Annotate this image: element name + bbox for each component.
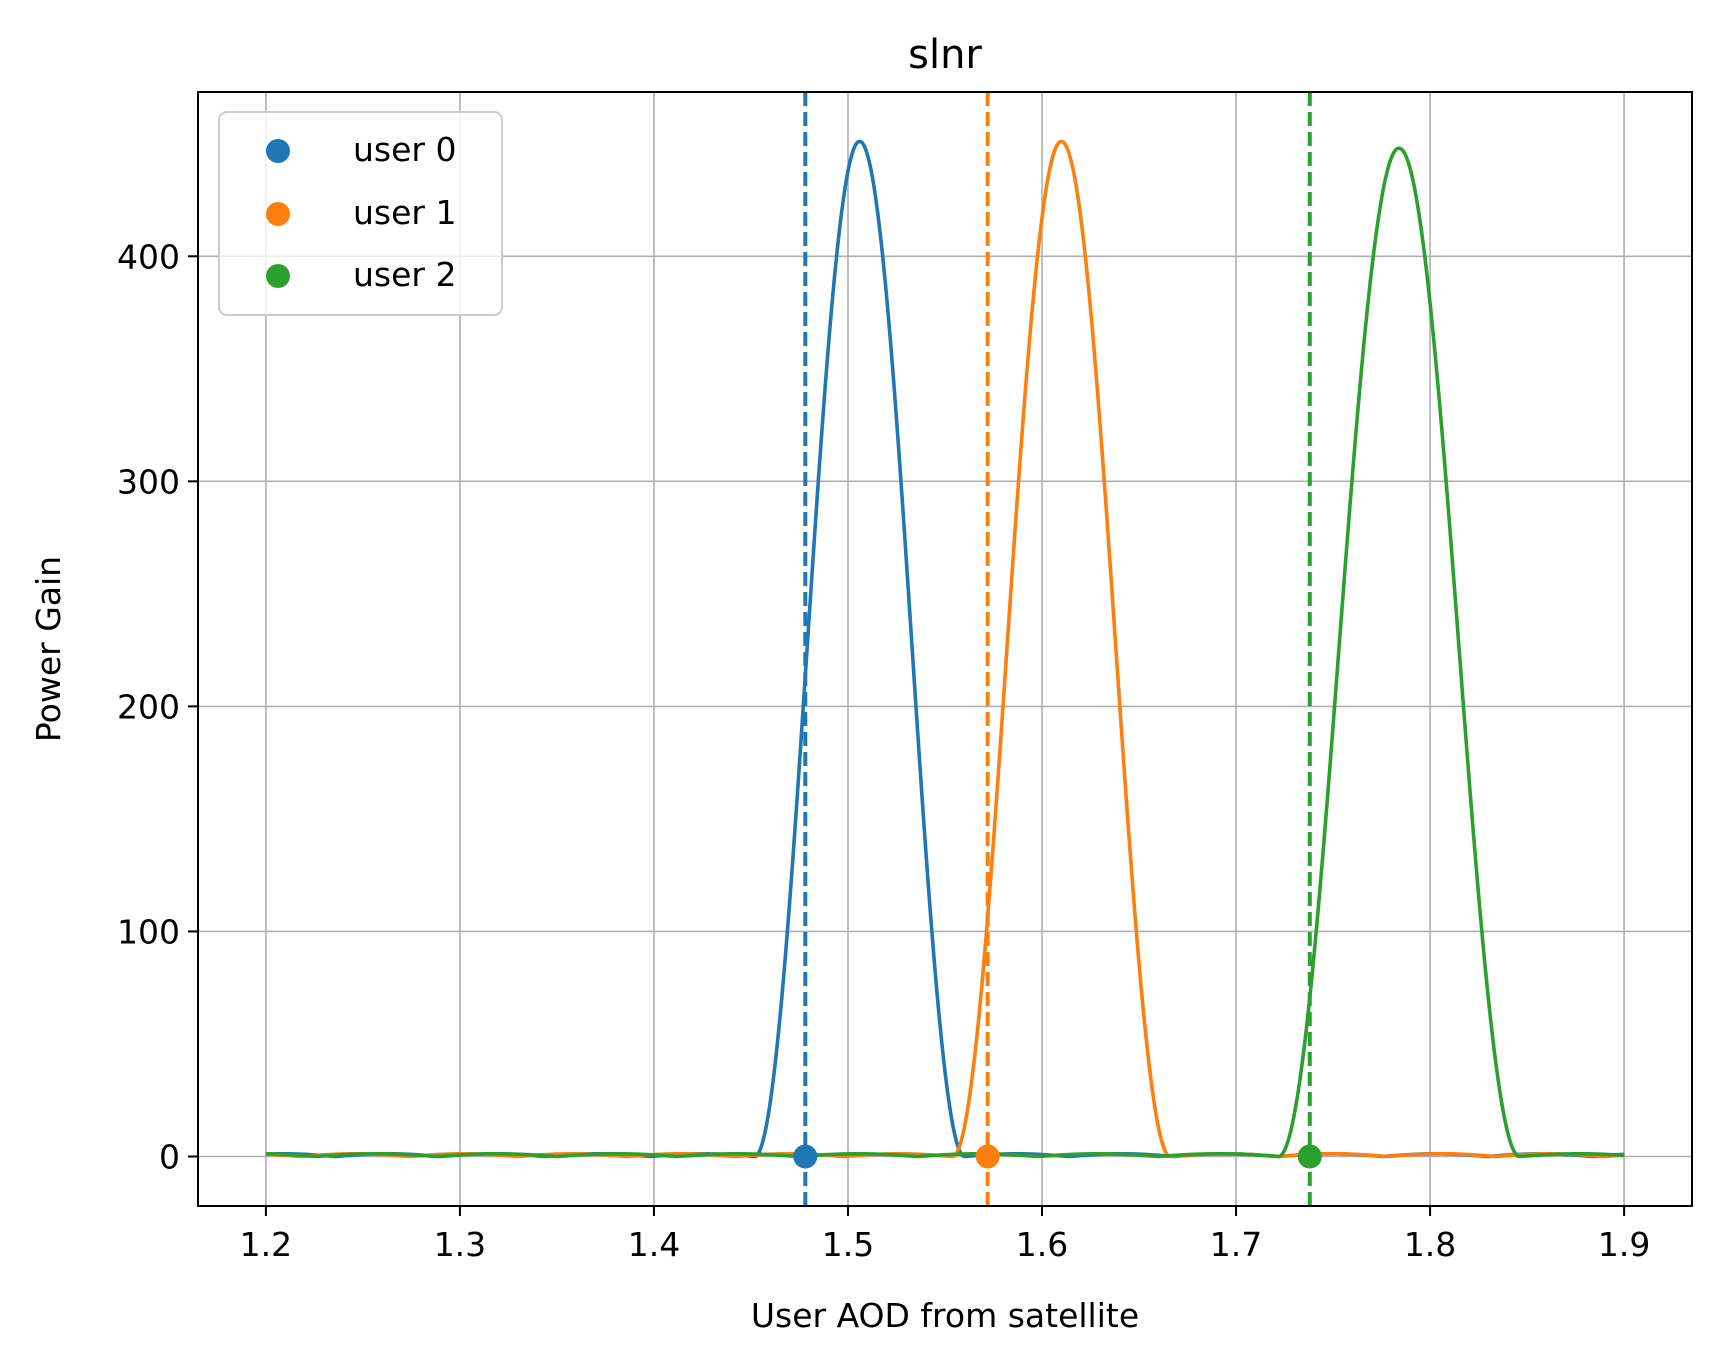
user-marker-0 xyxy=(793,1144,818,1169)
power-gain-curves xyxy=(265,139,1625,1159)
y-tick-label: 200 xyxy=(117,687,180,726)
legend-marker-user-2 xyxy=(266,264,290,288)
x-tick-label: 1.8 xyxy=(1404,1225,1456,1264)
legend-entry-user-2: user 2 xyxy=(266,255,456,294)
x-tick-label: 1.2 xyxy=(240,1225,292,1264)
x-tick-label: 1.3 xyxy=(434,1225,486,1264)
legend-label-user-0: user 0 xyxy=(353,130,456,169)
legend: user 0 user 1 user 2 xyxy=(218,111,503,316)
x-tick-label: 1.6 xyxy=(1016,1225,1068,1264)
x-tick-label: 1.5 xyxy=(822,1225,874,1264)
user-marker-2 xyxy=(1297,1144,1322,1169)
user-marker-1 xyxy=(975,1144,1000,1169)
legend-marker-user-1 xyxy=(266,202,290,226)
y-tick-label: 0 xyxy=(159,1137,180,1176)
power-gain-curve-2 xyxy=(265,146,1625,1159)
legend-label-user-1: user 1 xyxy=(353,193,456,232)
legend-entry-user-1: user 1 xyxy=(266,193,456,232)
y-tick-label: 100 xyxy=(117,912,180,951)
y-axis-ticks: 0 100 200 300 400 xyxy=(117,237,198,1176)
x-tick-label: 1.4 xyxy=(628,1225,680,1264)
y-tick-label: 300 xyxy=(117,462,180,501)
user-markers xyxy=(793,1144,1322,1169)
plot-frame xyxy=(197,91,1693,1207)
chart-title: slnr xyxy=(908,32,982,78)
x-axis-ticks: 1.2 1.3 1.4 1.5 1.6 1.7 1.8 1.9 xyxy=(240,1206,1650,1264)
x-axis-label: User AOD from satellite xyxy=(751,1296,1139,1335)
x-tick-label: 1.7 xyxy=(1210,1225,1262,1264)
y-axis-label: Power Gain xyxy=(29,556,68,742)
legend-marker-user-0 xyxy=(266,139,290,163)
y-tick-label: 400 xyxy=(117,237,180,276)
legend-box xyxy=(218,111,503,316)
legend-entry-user-0: user 0 xyxy=(266,130,456,169)
legend-label-user-2: user 2 xyxy=(353,255,456,294)
user-aod-lines xyxy=(803,92,1312,1206)
x-tick-label: 1.9 xyxy=(1598,1225,1650,1264)
